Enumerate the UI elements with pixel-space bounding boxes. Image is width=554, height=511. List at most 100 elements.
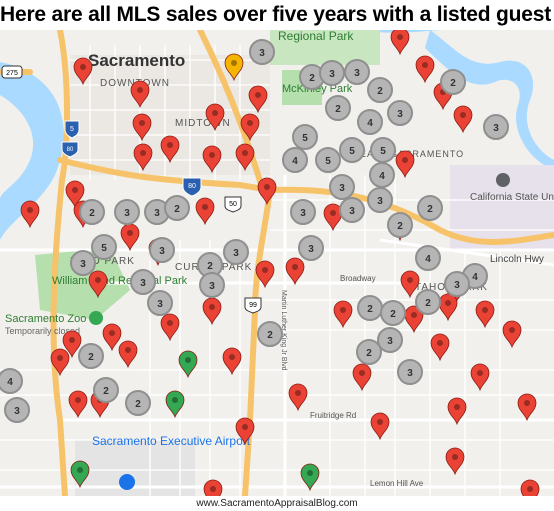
cluster-count-icon[interactable]: 3 [149,237,175,263]
map-pin-icon[interactable] [517,393,537,422]
green-map-pin-icon[interactable] [300,463,320,492]
map-pin-icon[interactable] [257,177,277,206]
cluster-count-icon[interactable]: 4 [357,109,383,135]
cluster-count-icon[interactable]: 3 [329,174,355,200]
green-map-pin-icon[interactable] [165,390,185,419]
cluster-count-icon[interactable]: 5 [315,147,341,173]
sacramento-map[interactable]: 80 5 80 50 99 275 [0,30,554,496]
cluster-count-icon[interactable]: 3 [114,199,140,225]
cluster-count-icon[interactable]: 3 [290,199,316,225]
cluster-count-icon[interactable]: 2 [93,377,119,403]
map-pin-icon[interactable] [248,85,268,114]
map-pin-icon[interactable] [130,80,150,109]
map-pin-icon[interactable] [118,340,138,369]
map-pin-icon[interactable] [20,200,40,229]
map-pin-icon[interactable] [390,30,410,56]
cluster-count-icon[interactable]: 2 [357,295,383,321]
cluster-count-icon[interactable]: 2 [164,195,190,221]
cluster-count-icon[interactable]: 3 [377,327,403,353]
cluster-count-icon[interactable]: 3 [344,59,370,85]
cluster-count-icon[interactable]: 2 [380,300,406,326]
cluster-count-icon[interactable]: 2 [197,252,223,278]
map-pin-icon[interactable] [68,390,88,419]
cluster-count-icon[interactable]: 3 [387,100,413,126]
map-pin-icon[interactable] [222,347,242,376]
map-pin-icon[interactable] [445,447,465,476]
cluster-count-icon[interactable]: 3 [130,269,156,295]
map-pin-icon[interactable] [285,257,305,286]
cluster-count-icon[interactable]: 5 [292,124,318,150]
cluster-count-icon[interactable]: 3 [70,250,96,276]
cluster-count: 3 [329,69,335,80]
cluster-count-icon[interactable]: 2 [415,289,441,315]
map-pin-icon[interactable] [240,113,260,142]
map-pin-icon[interactable] [205,103,225,132]
map-pin-icon[interactable] [50,348,70,377]
cluster-count-icon[interactable]: 4 [415,245,441,271]
cluster-count-icon[interactable]: 3 [367,187,393,213]
map-pin-icon[interactable] [195,197,215,226]
map-pin-icon[interactable] [415,55,435,84]
map-pin-icon[interactable] [502,320,522,349]
cluster-count-icon[interactable]: 3 [249,39,275,65]
map-pin-icon[interactable] [62,330,82,359]
cluster-count-icon[interactable]: 2 [417,195,443,221]
green-map-pin-icon[interactable] [178,350,198,379]
cluster-count-icon[interactable]: 2 [79,199,105,225]
map-pin-icon[interactable] [333,300,353,329]
map-pin-icon[interactable] [370,412,390,441]
green-map-pin-icon[interactable] [70,460,90,489]
map-pin-icon[interactable] [235,143,255,172]
cluster-count-icon[interactable]: 4 [282,147,308,173]
cluster-count-icon[interactable]: 3 [199,272,225,298]
map-pin-icon[interactable] [438,293,458,322]
cluster-count-icon[interactable]: 3 [4,397,30,423]
cluster-count-icon[interactable]: 5 [339,137,365,163]
cluster-count-icon[interactable]: 2 [325,95,351,121]
cluster-count-icon[interactable]: 3 [298,235,324,261]
map-pin-icon[interactable] [73,57,93,86]
map-pin-icon[interactable] [160,313,180,342]
cluster-count-icon[interactable]: 3 [397,359,423,385]
cluster-count-icon[interactable]: 3 [483,114,509,140]
map-pin-icon[interactable] [88,270,108,299]
cluster-count-icon[interactable]: 2 [387,212,413,238]
map-pin-icon[interactable] [102,323,122,352]
cluster-count-icon[interactable]: 3 [147,290,173,316]
map-pin-icon[interactable] [133,143,153,172]
cluster-count-icon[interactable]: 4 [0,368,23,394]
map-pin-icon[interactable] [395,150,415,179]
cluster-count-icon[interactable]: 2 [367,77,393,103]
map-pin-icon[interactable] [288,383,308,412]
cluster-count-icon[interactable]: 3 [223,239,249,265]
map-pin-icon[interactable] [470,363,490,392]
map-pin-icon[interactable] [453,105,473,134]
cluster-count-icon[interactable]: 2 [125,390,151,416]
map-pin-icon[interactable] [203,479,223,496]
map-pin-icon[interactable] [520,479,540,496]
cluster-count-icon[interactable]: 5 [370,137,396,163]
map-pin-icon[interactable] [430,333,450,362]
map-pin-icon[interactable] [202,145,222,174]
cluster-count-icon[interactable]: 4 [369,162,395,188]
cluster-count-icon[interactable]: 2 [78,343,104,369]
cluster-count-icon[interactable]: 3 [444,271,470,297]
map-pin-icon[interactable] [475,300,495,329]
map-pin-icon[interactable] [323,203,343,232]
cluster-count-icon[interactable]: 2 [440,69,466,95]
map-pin-icon[interactable] [352,363,372,392]
map-pin-icon[interactable] [65,180,85,209]
cluster-count-icon[interactable]: 5 [91,234,117,260]
cluster-count-icon[interactable]: 3 [339,197,365,223]
cluster-count-icon[interactable]: 2 [356,339,382,365]
map-pin-icon[interactable] [255,260,275,289]
map-pin-icon[interactable] [160,135,180,164]
map-pin-icon[interactable] [235,417,255,446]
map-pin-icon[interactable] [447,397,467,426]
map-pin-icon[interactable] [132,113,152,142]
map-pin-icon[interactable] [404,305,424,334]
cluster-count-icon[interactable]: 3 [319,60,345,86]
cluster-count-icon[interactable]: 2 [257,321,283,347]
yellow-map-pin-icon[interactable] [224,53,244,82]
map-pin-icon[interactable] [400,270,420,299]
